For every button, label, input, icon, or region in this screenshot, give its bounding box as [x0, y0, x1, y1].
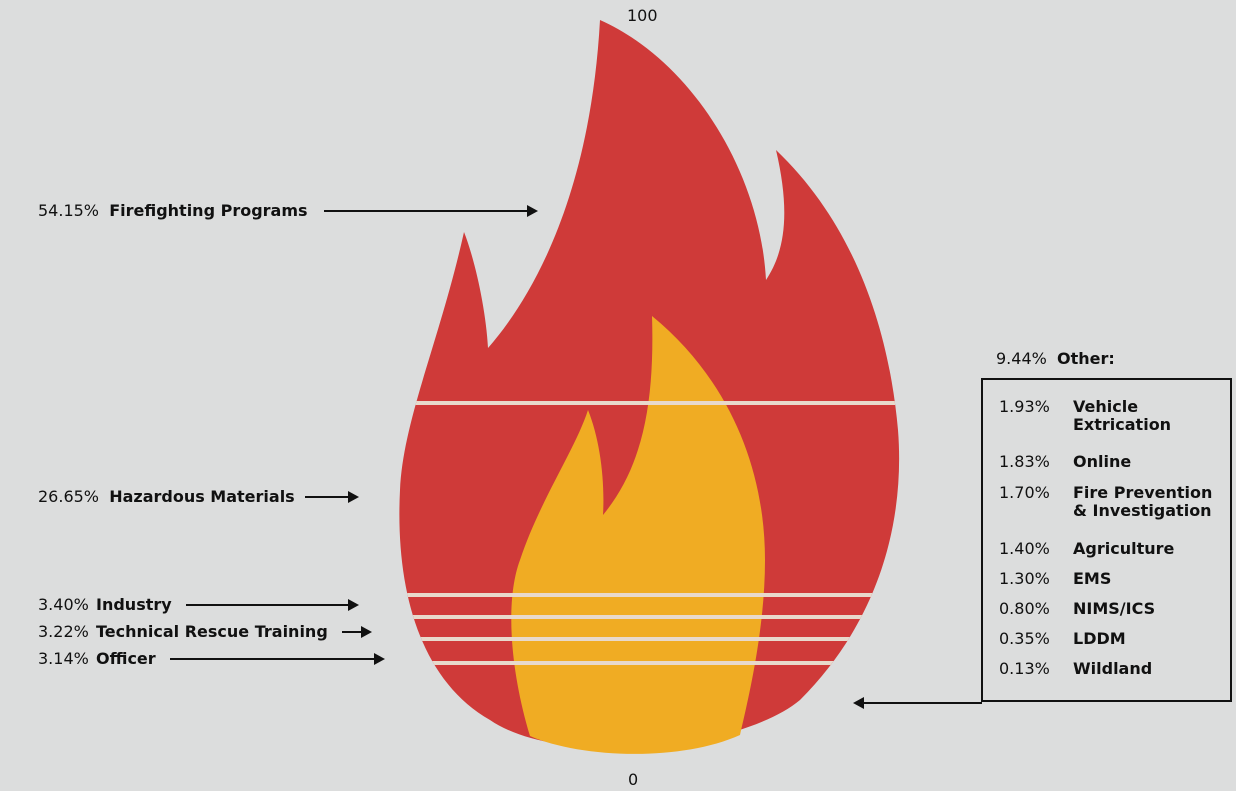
segment-percent: 3.14% [38, 649, 89, 668]
other-item-name: Vehicle Extrication [1073, 397, 1172, 434]
segment-dividers [399, 401, 900, 665]
arrow-icon [170, 653, 385, 665]
other-item-name: Agriculture [1073, 539, 1175, 558]
segment-percent: 26.65% [38, 487, 100, 506]
other-item-percent: 1.70% [999, 483, 1050, 502]
segment-divider [399, 637, 900, 641]
segment-name: Officer [96, 649, 156, 668]
arrow-icon [324, 205, 538, 217]
arrow-icon [853, 697, 982, 709]
other-name: Other: [1057, 349, 1115, 368]
other-item-percent: 1.40% [999, 539, 1050, 558]
other-breakdown-box: 1.93% Vehicle Extrication 1.83% Online 1.70% F… [981, 378, 1232, 702]
segment-divider [399, 615, 900, 619]
other-item-name: Online [1073, 452, 1132, 471]
arrow-icon [342, 626, 372, 638]
segment-percent: 3.22% [38, 622, 89, 641]
other-label: 9.44% Other: [996, 349, 1115, 369]
other-item-percent: 1.83% [999, 452, 1050, 471]
segment-percent: 54.15% [38, 201, 100, 220]
axis-top-label: 100 [627, 6, 658, 25]
arrow-icon [186, 599, 359, 611]
axis-bottom-label: 0 [628, 770, 639, 789]
segment-name: Technical Rescue Training [96, 622, 328, 641]
segment-name: Hazardous Materials [109, 487, 295, 506]
other-item-name: EMS [1073, 569, 1112, 588]
other-percent: 9.44% [996, 349, 1047, 368]
segment-name: Firefighting Programs [109, 201, 308, 220]
segment-name: Industry [96, 595, 172, 614]
other-item-name: Wildland [1073, 659, 1153, 678]
other-item-name: Fire Prevention & Investigation [1073, 483, 1213, 520]
other-item-percent: 0.80% [999, 599, 1050, 618]
segment-percent: 3.40% [38, 595, 89, 614]
segment-label: 54.15% Firefighting Programs [38, 201, 308, 221]
segment-divider [399, 661, 900, 665]
other-item-name: LDDM [1073, 629, 1126, 648]
other-item-percent: 1.93% [999, 397, 1050, 416]
segment-divider [399, 593, 900, 597]
inner-flame-shape [511, 316, 765, 754]
other-item-name: NIMS/ICS [1073, 599, 1156, 618]
segment-divider [399, 401, 900, 405]
other-item-percent: 0.13% [999, 659, 1050, 678]
other-item-percent: 1.30% [999, 569, 1050, 588]
arrow-icon [305, 491, 359, 503]
segment-label: 26.65% Hazardous Materials [38, 487, 295, 507]
other-item-percent: 0.35% [999, 629, 1050, 648]
